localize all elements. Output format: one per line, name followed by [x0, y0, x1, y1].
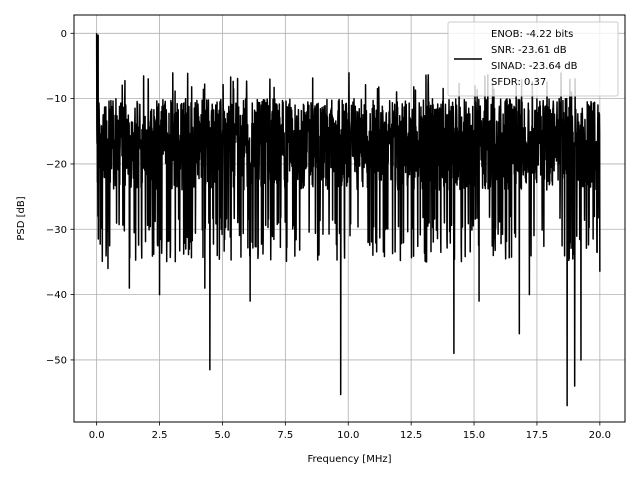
x-tick-label: 17.5	[526, 430, 548, 441]
x-tick-label: 7.5	[277, 430, 293, 441]
legend-entry: SINAD: -23.64 dB	[491, 61, 578, 72]
ticks: 0.0 2.5 5.0 7.5 10.0 12.5 15.0 17.5 20.0 0 −10 −20 −…	[46, 29, 611, 441]
y-tick-label: −40	[46, 290, 67, 301]
y-tick-label: −10	[46, 94, 67, 105]
x-tick-label: 0.0	[89, 430, 105, 441]
psd-series-line	[95, 33, 601, 407]
legend-entry: ENOB: -4.22 bits	[491, 29, 573, 40]
x-tick-label: 12.5	[400, 430, 422, 441]
y-tick-label: 0	[61, 29, 67, 40]
legend: ENOB: -4.22 bits SNR: -23.61 dB SINAD: -23…	[447, 21, 619, 97]
y-tick-label: −30	[46, 225, 67, 236]
y-tick-label: −20	[46, 159, 67, 170]
y-tick-label: −50	[46, 355, 67, 366]
legend-box	[447, 21, 619, 97]
x-axis-label: Frequency [MHz]	[307, 454, 391, 465]
x-tick-label: 15.0	[463, 430, 485, 441]
plot-area	[95, 33, 601, 407]
legend-entry: SFDR: 0.37	[491, 77, 546, 88]
axes-frame	[73, 14, 626, 423]
legend-entry: SNR: -23.61 dB	[491, 45, 567, 56]
y-axis-label: PSD [dB]	[16, 196, 27, 240]
x-tick-label: 20.0	[589, 430, 611, 441]
x-tick-label: 10.0	[337, 430, 359, 441]
x-tick-label: 5.0	[214, 430, 230, 441]
x-tick-label: 2.5	[152, 430, 168, 441]
